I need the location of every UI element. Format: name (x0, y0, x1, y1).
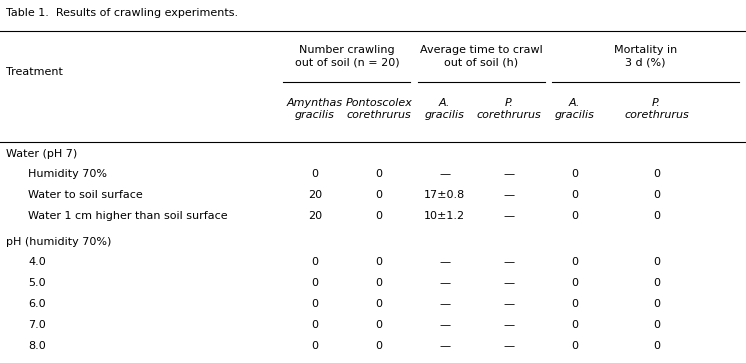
Text: Amynthas
gracilis: Amynthas gracilis (286, 98, 343, 120)
Text: 0: 0 (375, 341, 383, 351)
Text: Number crawling
out of soil (n = 20): Number crawling out of soil (n = 20) (295, 45, 399, 67)
Text: P.
corethrurus: P. corethrurus (477, 98, 541, 120)
Text: 17±0.8: 17±0.8 (424, 190, 466, 200)
Text: 0: 0 (653, 211, 660, 221)
Text: 0: 0 (653, 341, 660, 351)
Text: 0: 0 (571, 320, 578, 330)
Text: —: — (439, 341, 450, 351)
Text: 0: 0 (375, 190, 383, 200)
Text: —: — (439, 257, 450, 267)
Text: Average time to crawl
out of soil (h): Average time to crawl out of soil (h) (420, 45, 542, 67)
Text: 0: 0 (311, 341, 319, 351)
Text: 0: 0 (571, 341, 578, 351)
Text: 0: 0 (375, 211, 383, 221)
Text: 0: 0 (571, 190, 578, 200)
Text: 0: 0 (375, 299, 383, 309)
Text: 0: 0 (653, 169, 660, 179)
Text: 0: 0 (653, 257, 660, 267)
Text: 0: 0 (653, 190, 660, 200)
Text: —: — (504, 299, 514, 309)
Text: 0: 0 (571, 278, 578, 288)
Text: 0: 0 (375, 169, 383, 179)
Text: —: — (439, 320, 450, 330)
Text: Pontoscolex
corethrurus: Pontoscolex corethrurus (345, 98, 413, 120)
Text: —: — (439, 278, 450, 288)
Text: 0: 0 (311, 299, 319, 309)
Text: A.
gracilis: A. gracilis (554, 98, 595, 120)
Text: —: — (504, 169, 514, 179)
Text: 0: 0 (375, 320, 383, 330)
Text: 8.0: 8.0 (28, 341, 46, 351)
Text: Treatment: Treatment (6, 67, 63, 77)
Text: Water (pH 7): Water (pH 7) (6, 149, 78, 159)
Text: 0: 0 (571, 299, 578, 309)
Text: 0: 0 (571, 211, 578, 221)
Text: A.
gracilis: A. gracilis (424, 98, 465, 120)
Text: 0: 0 (311, 169, 319, 179)
Text: 0: 0 (311, 257, 319, 267)
Text: 0: 0 (311, 278, 319, 288)
Text: 6.0: 6.0 (28, 299, 46, 309)
Text: 0: 0 (375, 278, 383, 288)
Text: —: — (504, 211, 514, 221)
Text: Table 1.  Results of crawling experiments.: Table 1. Results of crawling experiments… (6, 8, 238, 18)
Text: 20: 20 (308, 190, 322, 200)
Text: 0: 0 (653, 320, 660, 330)
Text: —: — (504, 190, 514, 200)
Text: 0: 0 (571, 169, 578, 179)
Text: —: — (439, 169, 450, 179)
Text: 10±1.2: 10±1.2 (424, 211, 466, 221)
Text: 5.0: 5.0 (28, 278, 46, 288)
Text: Humidity 70%: Humidity 70% (28, 169, 107, 179)
Text: 4.0: 4.0 (28, 257, 46, 267)
Text: 20: 20 (308, 211, 322, 221)
Text: —: — (504, 257, 514, 267)
Text: pH (humidity 70%): pH (humidity 70%) (6, 237, 111, 247)
Text: 7.0: 7.0 (28, 320, 46, 330)
Text: 0: 0 (653, 278, 660, 288)
Text: Water to soil surface: Water to soil surface (28, 190, 143, 200)
Text: 0: 0 (311, 320, 319, 330)
Text: Mortality in
3 d (%): Mortality in 3 d (%) (614, 45, 677, 67)
Text: —: — (504, 278, 514, 288)
Text: Water 1 cm higher than soil surface: Water 1 cm higher than soil surface (28, 211, 228, 221)
Text: —: — (504, 341, 514, 351)
Text: 0: 0 (571, 257, 578, 267)
Text: 0: 0 (375, 257, 383, 267)
Text: —: — (439, 299, 450, 309)
Text: 0: 0 (653, 299, 660, 309)
Text: P.
corethrurus: P. corethrurus (624, 98, 689, 120)
Text: —: — (504, 320, 514, 330)
